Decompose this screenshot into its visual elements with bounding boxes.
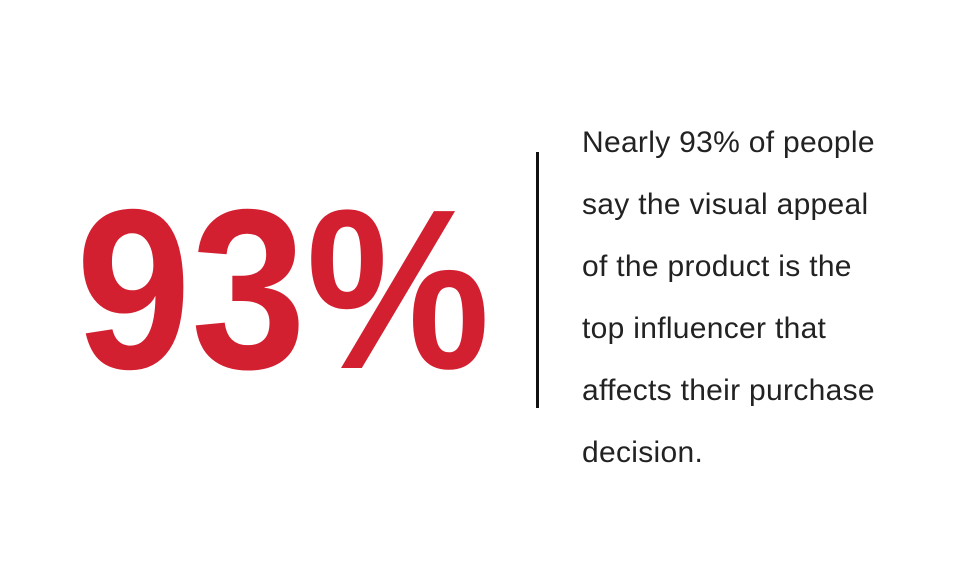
description-line: of the product is the <box>582 250 852 283</box>
stat-number: 93% <box>76 163 490 417</box>
stat-graphic: 93% <box>76 163 490 417</box>
description-line: say the visual appeal <box>582 188 869 221</box>
divider <box>536 152 539 408</box>
description-line: Nearly 93% of people <box>582 126 875 159</box>
description-line: top influencer that <box>582 312 827 345</box>
description: Nearly 93% of people say the visual appea… <box>582 112 875 484</box>
description-line: decision. <box>582 436 704 469</box>
description-line: affects their purchase <box>582 374 875 407</box>
